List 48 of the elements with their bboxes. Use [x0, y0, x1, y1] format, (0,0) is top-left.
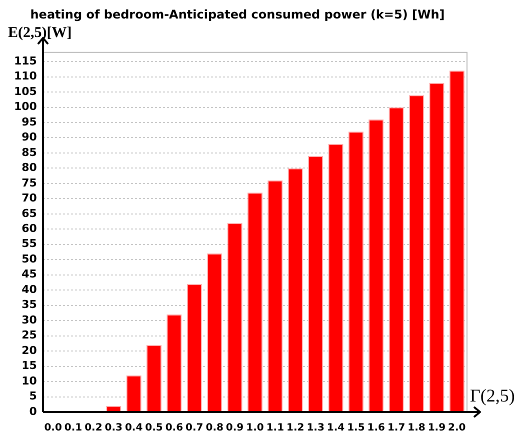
chart-title: heating of bedroom-Anticipated consumed power (k=5) [Wh]: [30, 7, 445, 22]
x-tick-label: 0.7: [186, 422, 204, 434]
x-tick-label: 1.1: [266, 422, 284, 434]
y-tick-label: 35: [22, 298, 37, 312]
x-tick-label: 0.3: [104, 422, 123, 434]
y-tick-label: 0: [29, 404, 38, 418]
y-tick-label: 90: [22, 130, 38, 144]
x-tick-label: 0.8: [206, 422, 224, 434]
x-tick-label: 0.4: [124, 422, 143, 434]
y-tick-label: 20: [22, 344, 38, 357]
x-tick-label: 1.0: [246, 422, 264, 434]
y-tick-label: 30: [22, 313, 38, 326]
y-tick-label: 80: [22, 161, 38, 174]
y-tick-label: 75: [22, 176, 37, 190]
y-tick-label: 45: [22, 268, 37, 281]
x-tick-label: 1.4: [326, 422, 345, 434]
y-tick-label: 25: [22, 328, 37, 342]
y-tick-label: 110: [14, 70, 38, 83]
y-tick-label: 5: [29, 390, 37, 403]
y-tick-label: 100: [14, 100, 38, 114]
y-tick-label: 95: [22, 115, 37, 128]
x-axis-title: Γ(2,5): [470, 386, 515, 406]
x-tick-label: 1.2: [286, 422, 304, 434]
y-tick-label: 65: [22, 206, 37, 220]
y-tick-label: 15: [22, 359, 37, 372]
x-tick-label: 1.3: [306, 422, 324, 434]
x-tick-label: 0.1: [64, 422, 82, 434]
y-tick-label: 60: [22, 222, 38, 236]
x-tick-label: 0.5: [145, 422, 163, 434]
x-tick-label: 1.6: [367, 422, 386, 434]
y-tick-label: 85: [22, 146, 37, 159]
x-tick-label: 0.2: [84, 422, 102, 434]
y-tick-label: 50: [22, 252, 38, 266]
y-axis-title: E(2,5)[W]: [8, 24, 72, 41]
x-tick-label: 0.6: [165, 422, 184, 434]
x-tick-label: 0.0: [44, 422, 62, 434]
y-tick-label: 10: [22, 374, 38, 388]
y-tick-label: 115: [14, 54, 37, 68]
x-tick-label: 2.0: [448, 422, 466, 434]
x-tick-label: 1.7: [387, 422, 406, 434]
y-tick-label: 105: [14, 84, 37, 98]
x-tick-label: 0.9: [226, 422, 244, 434]
x-tick-label: 1.5: [347, 422, 365, 434]
x-tick-label: 1.9: [428, 422, 446, 434]
y-tick-label: 70: [22, 192, 38, 205]
y-tick-label: 55: [22, 237, 37, 250]
x-tick-label: 1.8: [408, 422, 426, 434]
y-tick-label: 40: [22, 282, 38, 296]
